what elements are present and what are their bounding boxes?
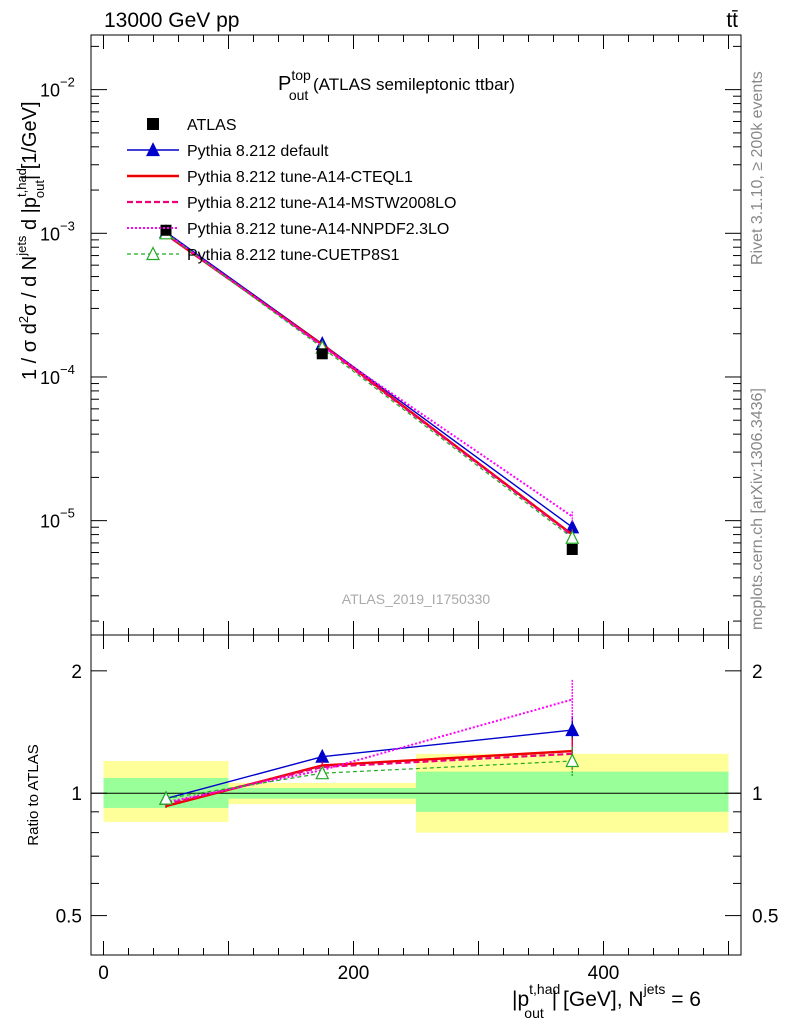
ratio-y-tick-label: 1 [71, 784, 82, 805]
main-data-points [160, 224, 578, 555]
ratio-series-line-2 [165, 752, 573, 806]
ratio-series-line-3 [165, 698, 573, 804]
ratio-plot-frame [90, 634, 742, 956]
main-y-tick-label: 10−2 [40, 75, 75, 101]
ratio-x-tick-label: 200 [338, 963, 370, 984]
main-y-axis-label: 1 / σ d2σ / d Njets d |pt,had out| [1/GeV… [14, 101, 47, 380]
x-axis-label: |pt,had out| [GeV], Njets = 6 [512, 981, 701, 1021]
legend-label: ATLAS [187, 117, 237, 134]
rivet-label: Rivet 3.1.10, ≥ 200k events [749, 71, 766, 265]
main-series-line-4 [165, 232, 573, 539]
ratio-band-green [416, 771, 729, 812]
atlas-data-point [160, 224, 172, 236]
legend-marker [146, 142, 160, 157]
ratio-point-marker [565, 722, 580, 737]
main-series-line-2 [165, 233, 573, 537]
ratio-series-line-4 [165, 760, 573, 800]
legend-label: Pythia 8.212 tune-A14-NNPDF2.3LO [187, 221, 449, 238]
atlas-data-point [566, 543, 578, 555]
main-point-marker [565, 529, 580, 544]
legend: ATLAS Pythia 8.212 default Pythia 8.212 tu… [127, 117, 456, 264]
legend-label: Pythia 8.212 tune-A14-MSTW2008LO [187, 195, 456, 212]
ratio-y-tick-label: 0.5 [56, 907, 82, 928]
main-y-tick-labels: 10−5 10−4 10−3 10−2 [40, 75, 75, 532]
main-series [159, 224, 580, 544]
atlas-data-point [316, 348, 328, 360]
legend-label: Pythia 8.212 tune-CUETP8S1 [187, 247, 400, 264]
ratio-point-marker [565, 753, 580, 768]
ratio-y-axis-label: Ratio to ATLAS [25, 744, 42, 845]
ratio-plot: 0.5 0.5 1 1 2 2 0 200 400 Ratio to ATLAS |pt,ha… [25, 634, 779, 1021]
main-plot: 10−5 10−4 10−3 10−2 Ptop out (ATLAS semilept… [14, 34, 742, 636]
main-y-tick-label: 10−5 [40, 506, 75, 532]
energy-label: 13000 GeV pp [104, 9, 239, 32]
main-axis-ticks [91, 35, 741, 635]
main-series-line-1 [165, 233, 573, 536]
ratio-point-marker [315, 765, 330, 780]
plot-title: Ptop out (ATLAS semileptonic ttbar) [278, 67, 515, 103]
ratio-x-tick-label: 400 [588, 963, 620, 984]
analysis-watermark: ATLAS_2019_I1750330 [342, 591, 491, 607]
legend-label: Pythia 8.212 tune-A14-CTEQL1 [187, 169, 413, 186]
legend-label: Pythia 8.212 default [187, 143, 329, 160]
ratio-axis-ticks [91, 635, 741, 956]
ratio-y-tick-label-right: 0.5 [752, 907, 778, 928]
ratio-y-tick-labels: 0.5 0.5 1 1 2 2 [56, 662, 779, 928]
ratio-x-tick-label: 0 [98, 963, 109, 984]
ratio-y-tick-label-right: 1 [752, 784, 763, 805]
mcplots-label: mcplots.cern.ch [arXiv:1306.3436] [749, 388, 766, 630]
ratio-y-tick-label-right: 2 [752, 662, 763, 683]
ratio-series [159, 679, 580, 808]
main-y-tick-label: 10−3 [40, 218, 75, 244]
ratio-x-tick-labels: 0 200 400 [98, 963, 619, 984]
ratio-y-tick-label: 2 [71, 662, 82, 683]
legend-marker-atlas [147, 118, 159, 130]
process-label: tt̄ [726, 9, 738, 32]
legend-marker [146, 246, 160, 261]
ratio-point-marker [159, 790, 173, 805]
main-y-tick-label: 10−4 [40, 362, 75, 388]
